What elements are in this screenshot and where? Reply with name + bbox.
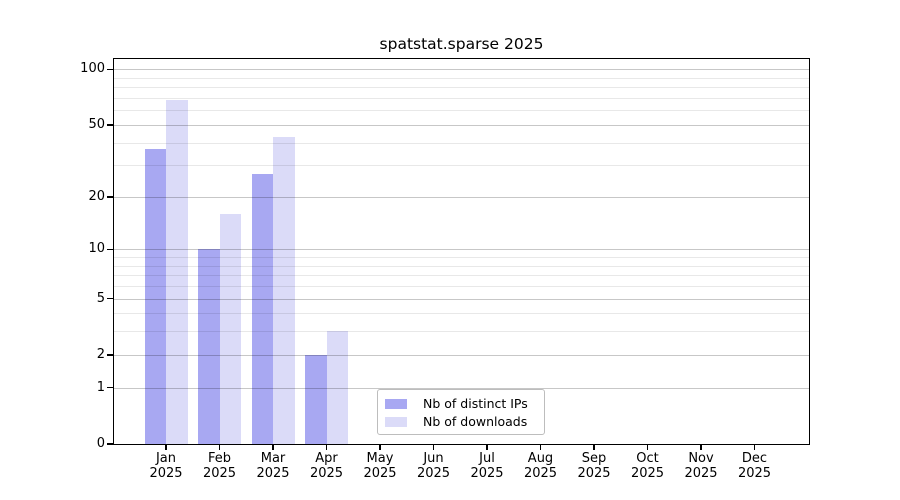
bar-downloads-mar bbox=[273, 136, 295, 444]
x-tick-mark bbox=[379, 445, 381, 450]
x-tick-label: Sep 2025 bbox=[577, 451, 611, 481]
gridline-major bbox=[114, 354, 809, 356]
y-tick-label: 1 bbox=[96, 379, 105, 395]
gridline-minor bbox=[114, 77, 809, 79]
x-tick-mark bbox=[700, 445, 702, 450]
y-tick-label: 2 bbox=[96, 346, 105, 362]
gridline-major bbox=[114, 298, 809, 300]
legend-entry-distinct-ips: Nb of distinct IPs bbox=[385, 395, 544, 413]
x-tick-mark bbox=[325, 445, 328, 450]
bar-distinct-ips-apr bbox=[305, 354, 327, 444]
x-tick-label: May 2025 bbox=[363, 451, 397, 481]
bar-distinct-ips-jan bbox=[144, 148, 166, 444]
gridline-minor bbox=[114, 87, 809, 89]
gridline-major bbox=[114, 69, 809, 71]
y-tick-mark bbox=[107, 443, 113, 445]
plot-area bbox=[113, 58, 810, 445]
gridline-major bbox=[114, 124, 809, 126]
legend: Nb of distinct IPs Nb of downloads bbox=[377, 389, 545, 435]
bar-downloads-feb bbox=[219, 214, 241, 444]
x-tick-mark bbox=[165, 445, 167, 450]
y-tick-mark bbox=[107, 386, 113, 389]
y-tick-label: 0 bbox=[96, 436, 105, 451]
bar-distinct-ips-mar bbox=[251, 173, 273, 444]
gridline-minor bbox=[114, 142, 809, 144]
y-tick-mark bbox=[107, 124, 113, 126]
y-tick-label: 10 bbox=[88, 241, 105, 257]
y-tick-label: 20 bbox=[88, 188, 105, 204]
x-tick-label: Oct 2025 bbox=[630, 451, 665, 481]
bar-downloads-apr bbox=[326, 331, 348, 444]
x-tick-label: Apr 2025 bbox=[309, 451, 344, 481]
legend-swatch-downloads bbox=[385, 417, 407, 427]
gridline-minor bbox=[114, 331, 809, 333]
x-tick-mark bbox=[593, 445, 595, 450]
x-tick-mark bbox=[539, 445, 542, 450]
x-tick-label: Jan 2025 bbox=[149, 451, 183, 481]
x-tick-mark bbox=[753, 445, 756, 450]
x-tick-mark bbox=[272, 445, 274, 450]
y-tick-label: 50 bbox=[88, 116, 105, 132]
x-tick-mark bbox=[646, 445, 649, 450]
x-tick-label: Nov 2025 bbox=[684, 451, 718, 481]
gridline-minor bbox=[114, 257, 809, 259]
bar-distinct-ips-feb bbox=[198, 249, 220, 444]
y-tick-mark bbox=[107, 297, 113, 300]
legend-label-distinct-ips: Nb of distinct IPs bbox=[423, 396, 528, 411]
gridline-major bbox=[114, 249, 809, 251]
x-tick-label: Dec 2025 bbox=[737, 451, 772, 481]
y-tick-label: 5 bbox=[96, 290, 105, 306]
bar-downloads-jan bbox=[166, 100, 188, 444]
gridline-minor bbox=[114, 275, 809, 277]
gridline-minor bbox=[114, 165, 809, 167]
x-tick-label: Jun 2025 bbox=[416, 451, 451, 481]
x-tick-label: Feb 2025 bbox=[202, 451, 237, 481]
gridline-minor bbox=[114, 265, 809, 267]
gridline-minor bbox=[114, 286, 809, 288]
gridline-minor bbox=[114, 110, 809, 112]
y-tick-mark bbox=[107, 248, 113, 251]
x-tick-mark bbox=[486, 445, 488, 450]
gridline-major bbox=[114, 387, 809, 389]
gridline-minor bbox=[114, 97, 809, 99]
chart-title: spatstat.sparse 2025 bbox=[379, 35, 544, 53]
x-tick-label: Mar 2025 bbox=[256, 451, 290, 481]
gridline-major bbox=[114, 196, 809, 198]
y-tick-mark bbox=[107, 68, 113, 71]
y-tick-mark bbox=[107, 354, 113, 356]
x-tick-label: Jul 2025 bbox=[470, 451, 504, 481]
y-tick-mark bbox=[107, 196, 113, 198]
x-tick-label: Aug 2025 bbox=[523, 451, 558, 481]
legend-entry-downloads: Nb of downloads bbox=[385, 413, 544, 431]
legend-swatch-distinct-ips bbox=[385, 399, 407, 409]
legend-label-downloads: Nb of downloads bbox=[423, 414, 528, 429]
y-tick-label: 100 bbox=[80, 61, 105, 77]
gridline-minor bbox=[114, 313, 809, 315]
x-tick-mark bbox=[432, 445, 435, 450]
x-tick-mark bbox=[218, 445, 221, 450]
